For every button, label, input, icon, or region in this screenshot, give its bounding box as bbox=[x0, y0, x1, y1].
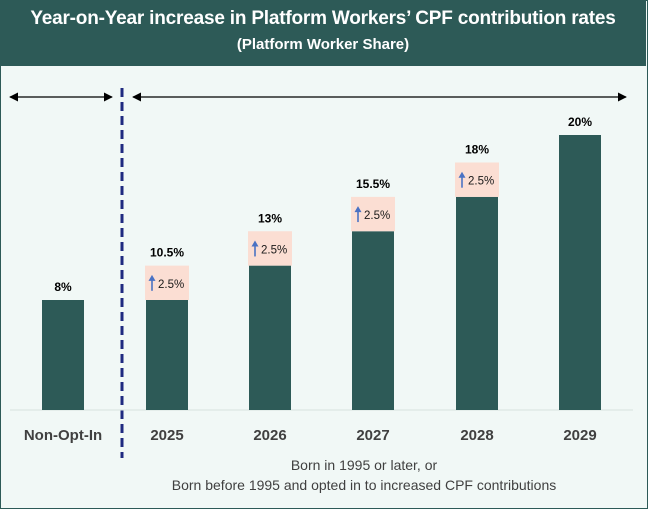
bar-chart: 8% Non-Opt-In 2.5% 10.5% 2025 2.5% 13% 2026 2.5%… bbox=[9, 88, 633, 458]
bar-2026 bbox=[249, 265, 291, 410]
increment-label-2025: 2.5% bbox=[158, 279, 184, 291]
increment-label-2026: 2.5% bbox=[261, 244, 287, 256]
up-arrow-icon-head bbox=[251, 240, 259, 247]
up-arrow-icon-head bbox=[458, 171, 466, 178]
chart-subtitle: (Platform Worker Share) bbox=[236, 36, 410, 53]
chart-title: Year-on-Year increase in Platform Worker… bbox=[30, 8, 616, 29]
value-label-2027: 15.5% bbox=[356, 177, 390, 191]
category-label-2026: 2026 bbox=[253, 427, 286, 444]
category-label-2029: 2029 bbox=[563, 427, 596, 444]
up-arrow-icon-head bbox=[148, 274, 156, 281]
footnote-line-2: Born before 1995 and opted in to increas… bbox=[171, 477, 557, 493]
bar-non-opt-in bbox=[42, 300, 84, 410]
category-label-non-opt-in: Non-Opt-In bbox=[24, 427, 102, 444]
value-label-non-opt-in: 8% bbox=[54, 280, 72, 294]
up-arrow-icon-head bbox=[354, 206, 362, 213]
chart-header: Year-on-Year increase in Platform Worker… bbox=[0, 0, 646, 66]
bar-2029 bbox=[559, 135, 601, 410]
increment-label-2028: 2.5% bbox=[468, 176, 494, 188]
value-label-2026: 13% bbox=[258, 211, 282, 225]
category-label-2028: 2028 bbox=[460, 427, 493, 444]
value-label-2029: 20% bbox=[568, 115, 592, 129]
bar-2025 bbox=[146, 300, 188, 410]
bar-2028 bbox=[456, 196, 498, 410]
value-label-2025: 10.5% bbox=[150, 246, 184, 260]
category-label-2027: 2027 bbox=[356, 427, 389, 444]
category-label-2025: 2025 bbox=[150, 427, 183, 444]
increment-label-2027: 2.5% bbox=[364, 210, 390, 222]
bar-2027 bbox=[352, 231, 394, 410]
footnote-line-1: Born in 1995 or later, or bbox=[290, 457, 438, 473]
value-label-2028: 18% bbox=[465, 143, 489, 157]
chart-marks: 8% Non-Opt-In 2.5% 10.5% 2025 2.5% 13% 2026 2.5%… bbox=[24, 115, 601, 444]
